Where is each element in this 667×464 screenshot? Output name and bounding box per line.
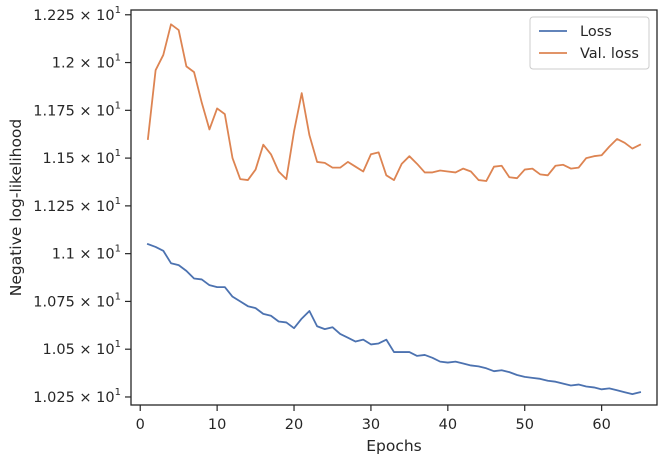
y-tick-label: 1.05 × 101 bbox=[43, 339, 121, 358]
legend: Loss Val. loss bbox=[529, 16, 650, 70]
y-tick-label: 1.1 × 101 bbox=[52, 244, 121, 263]
y-axis: 1.025 × 101 1.05 × 101 1.075 × 101 1.1 × 10… bbox=[33, 5, 131, 406]
y-tick-label: 1.2 × 101 bbox=[52, 53, 121, 72]
x-tick-label: 30 bbox=[362, 417, 380, 433]
plot-lines bbox=[146, 23, 642, 396]
y-tick-label: 1.15 × 101 bbox=[43, 148, 121, 167]
y-tick-label: 1.025 × 101 bbox=[33, 387, 121, 406]
legend-box bbox=[529, 16, 650, 70]
x-axis: 0 10 20 30 40 50 60 bbox=[136, 405, 611, 433]
y-tick-label: 1.175 × 101 bbox=[33, 100, 121, 119]
x-axis-label: Epochs bbox=[366, 437, 422, 455]
x-tick-label: 0 bbox=[136, 417, 145, 433]
x-tick-label: 50 bbox=[516, 417, 534, 433]
series-line-1 bbox=[146, 23, 642, 182]
legend-label: Val. loss bbox=[580, 46, 639, 62]
y-tick-label: 1.075 × 101 bbox=[33, 291, 121, 310]
x-tick-label: 60 bbox=[592, 417, 610, 433]
legend-label: Loss bbox=[580, 24, 612, 40]
y-tick-label: 1.225 × 101 bbox=[33, 5, 121, 24]
x-tick-label: 10 bbox=[208, 417, 226, 433]
plot-frame bbox=[130, 9, 658, 406]
y-tick-label: 1.125 × 101 bbox=[33, 196, 121, 215]
y-axis-label: Negative log-likelihood bbox=[7, 119, 25, 297]
x-tick-label: 20 bbox=[285, 417, 303, 433]
series-line-0 bbox=[146, 242, 642, 396]
x-tick-label: 40 bbox=[439, 417, 457, 433]
